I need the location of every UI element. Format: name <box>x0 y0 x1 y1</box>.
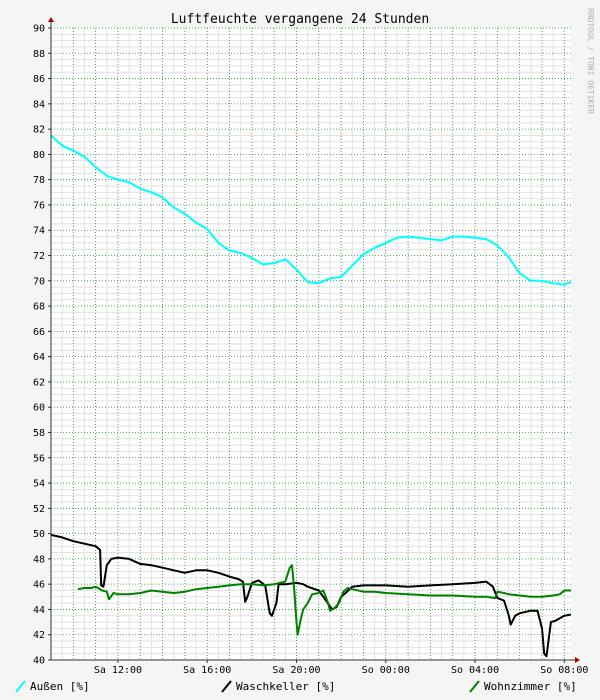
y-tick-label: 78 <box>33 175 45 186</box>
y-tick-label: 60 <box>33 403 45 414</box>
y-tick-label: 64 <box>33 352 45 363</box>
y-tick-label: 80 <box>33 150 45 161</box>
y-tick-label: 54 <box>33 479 45 490</box>
y-tick-label: 62 <box>33 377 45 388</box>
y-tick-label: 86 <box>33 74 45 85</box>
series-line-3 <box>77 564 571 636</box>
legend-swatch <box>221 680 232 693</box>
x-tick-label: Sa 16:00 <box>183 665 231 676</box>
y-tick-label: 48 <box>33 554 45 565</box>
x-tick-label: So 04:00 <box>451 665 499 676</box>
y-tick-label: 70 <box>33 276 45 287</box>
watermark: RRDTOOL / TOBI OETIKER <box>586 8 595 114</box>
series-layer <box>50 134 572 658</box>
major-grid <box>50 27 571 660</box>
y-axis-arrow <box>48 17 54 22</box>
minor-grid <box>51 28 571 660</box>
y-tick-label: 52 <box>33 504 45 515</box>
legend-item-2: Waschkeller [%] <box>221 680 335 693</box>
y-tick-label: 68 <box>33 302 45 313</box>
legend-item-1: Außen [%] <box>15 680 90 693</box>
y-tick-label: 56 <box>33 453 45 464</box>
y-tick-label: 46 <box>33 580 45 591</box>
x-tick-label: Sa 12:00 <box>94 665 142 676</box>
x-tick-label: Sa 20:00 <box>272 665 320 676</box>
series-line-1 <box>50 134 572 286</box>
y-tick-label: 42 <box>33 630 45 641</box>
x-tick-label: So 00:00 <box>362 665 410 676</box>
y-tick-label: 74 <box>33 226 45 237</box>
chart-title: Luftfeuchte vergangene 24 Stunden <box>171 12 429 27</box>
y-tick-label: 72 <box>33 251 45 262</box>
legend-swatch <box>15 680 26 693</box>
legend-label: Waschkeller [%] <box>236 680 335 693</box>
y-tick-label: 76 <box>33 200 45 211</box>
y-tick-label: 84 <box>33 99 45 110</box>
x-axis-arrow <box>575 657 580 663</box>
y-tick-label: 82 <box>33 125 45 136</box>
y-tick-label: 58 <box>33 428 45 439</box>
series-line-2 <box>50 533 572 658</box>
y-tick-label: 50 <box>33 529 45 540</box>
y-tick-label: 44 <box>33 605 45 616</box>
legend-swatch <box>469 680 480 693</box>
y-tick-label: 40 <box>33 656 45 667</box>
y-tick-label: 66 <box>33 327 45 338</box>
legend: Außen [%] Waschkeller [%] Wohnzimmer [%] <box>15 680 577 693</box>
y-tick-label: 90 <box>33 24 45 35</box>
x-tick-label: So 08:00 <box>540 665 588 676</box>
y-tick-label: 88 <box>33 49 45 60</box>
legend-label: Wohnzimmer [%] <box>484 680 577 693</box>
axes: 40 42 44 46 48 50 52 54 56 58 60 62 64 66 68 70 72 74 76 78… <box>33 17 588 676</box>
legend-label: Außen [%] <box>30 680 90 693</box>
legend-item-3: Wohnzimmer [%] <box>469 680 577 693</box>
